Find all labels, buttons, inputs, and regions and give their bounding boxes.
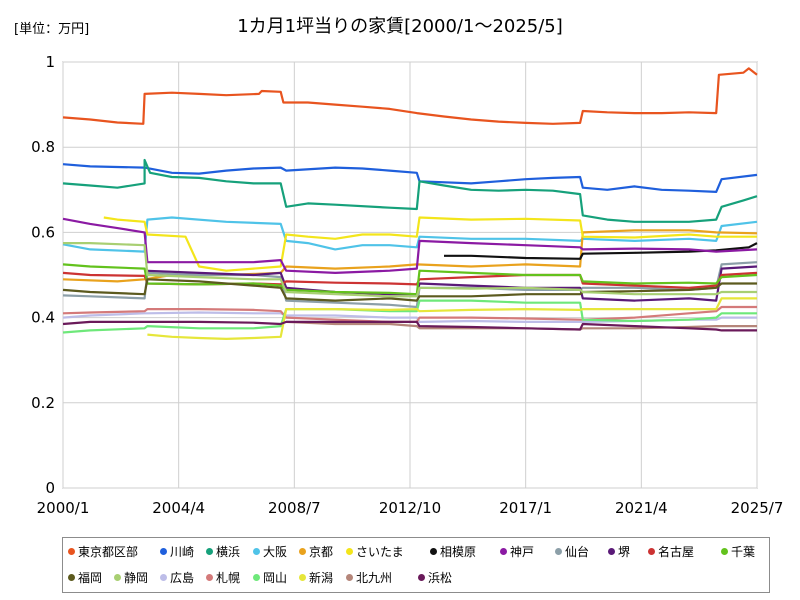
legend-swatch [430, 548, 437, 555]
y-tick-label: 0.2 [31, 394, 55, 412]
series-line-17 [147, 297, 757, 340]
legend-swatch [299, 548, 306, 555]
series-line-9 [144, 265, 758, 302]
x-tick-label: 2008/7 [268, 499, 321, 517]
y-tick-label: 1 [45, 53, 55, 71]
legend-swatch [68, 548, 75, 555]
series-line-2 [62, 158, 758, 223]
series-line-12 [62, 278, 757, 302]
legend-item: 静岡 [114, 569, 148, 586]
legend-swatch [253, 574, 260, 581]
series-line-6 [444, 242, 758, 260]
legend-label: 札幌 [216, 571, 241, 585]
series-line-0 [62, 67, 758, 125]
legend-label: 新潟 [309, 571, 334, 585]
legend-label: 岡山 [263, 571, 288, 585]
legend-swatch [648, 548, 655, 555]
legend-swatch [160, 574, 167, 581]
legend-swatch [206, 548, 213, 555]
x-axis-ticks: 2000/1 2004/4 2008/7 2012/10 2017/1 2021/4 202… [37, 499, 784, 517]
legend-item: 仙台 [555, 543, 589, 560]
legend-item: 名古屋 [648, 543, 694, 560]
legend-label: 北九州 [356, 571, 393, 585]
legend-label: 大阪 [263, 545, 288, 559]
x-tick-label: 2012/10 [379, 499, 441, 517]
legend-item: 横浜 [206, 543, 240, 560]
legend-item: 相模原 [430, 543, 476, 560]
x-tick-label: 2021/4 [615, 499, 668, 517]
legend-label: 名古屋 [658, 545, 695, 559]
series-line-7 [62, 217, 758, 274]
legend-label: 静岡 [124, 571, 149, 585]
legend-label: さいたま [356, 545, 404, 559]
legend-swatch [68, 574, 75, 581]
legend-label: 広島 [170, 571, 195, 585]
legend-item: 札幌 [206, 569, 240, 586]
legend-swatch [206, 574, 213, 581]
legend-swatch [721, 548, 728, 555]
y-tick-label: 0.4 [31, 309, 55, 327]
legend-label: 相模原 [440, 545, 477, 559]
legend-item: さいたま [346, 543, 404, 560]
legend-label: 京都 [309, 545, 334, 559]
y-tick-label: 0.8 [31, 138, 55, 156]
legend-item: 福岡 [68, 569, 102, 586]
legend-swatch [608, 548, 615, 555]
legend-item: 北九州 [346, 569, 392, 586]
x-tick-label: 2025/7 [731, 499, 784, 517]
legend-label: 仙台 [565, 545, 590, 559]
legend-swatch [114, 574, 121, 581]
legend-swatch [299, 574, 306, 581]
x-tick-label: 2004/4 [152, 499, 205, 517]
legend: 東京都区部 川崎 横浜 大阪 京都 さいたま 相模原 神戸 仙台 堺 名古屋 千葉福岡 静岡 広島 札幌 岡山… [62, 537, 770, 593]
legend-swatch [555, 548, 562, 555]
legend-item: 岡山 [253, 569, 287, 586]
legend-item: 新潟 [299, 569, 333, 586]
y-tick-label: 0.6 [31, 223, 55, 241]
series-line-3 [62, 216, 758, 253]
legend-label: 千葉 [731, 545, 756, 559]
legend-label: 神戸 [510, 545, 535, 559]
x-tick-label: 2017/1 [499, 499, 552, 517]
legend-item: 東京都区部 [68, 543, 138, 560]
legend-swatch [346, 548, 353, 555]
legend-label: 福岡 [78, 571, 103, 585]
y-axis-ticks: 0 0.2 0.4 0.6 0.8 1 [31, 53, 55, 497]
y-tick-label: 0 [45, 479, 55, 497]
legend-swatch [418, 574, 425, 581]
legend-label: 堺 [618, 545, 631, 559]
series-line-16 [62, 299, 757, 334]
series-lines [62, 67, 758, 340]
legend-item: 浜松 [418, 569, 452, 586]
legend-item: 神戸 [500, 543, 534, 560]
series-line-5 [103, 216, 757, 272]
legend-swatch [500, 548, 507, 555]
series-line-13 [63, 242, 757, 298]
legend-label: 東京都区部 [78, 545, 139, 559]
legend-label: 川崎 [170, 545, 195, 559]
legend-swatch [160, 548, 167, 555]
legend-item: 京都 [299, 543, 333, 560]
legend-item: 堺 [608, 543, 630, 560]
legend-item: 広島 [160, 569, 194, 586]
legend-item: 大阪 [253, 543, 287, 560]
chart-title: 1カ月1坪当りの家賃[2000/1〜2025/5] [237, 16, 563, 37]
unit-label: [単位：万円] [14, 22, 90, 37]
series-line-19 [62, 320, 757, 332]
legend-swatch [253, 548, 260, 555]
legend-label: 浜松 [428, 571, 453, 585]
legend-item: 川崎 [160, 543, 194, 560]
x-tick-label: 2000/1 [37, 499, 90, 517]
legend-swatch [346, 574, 353, 581]
legend-item: 千葉 [721, 543, 755, 560]
legend-label: 横浜 [216, 545, 241, 559]
